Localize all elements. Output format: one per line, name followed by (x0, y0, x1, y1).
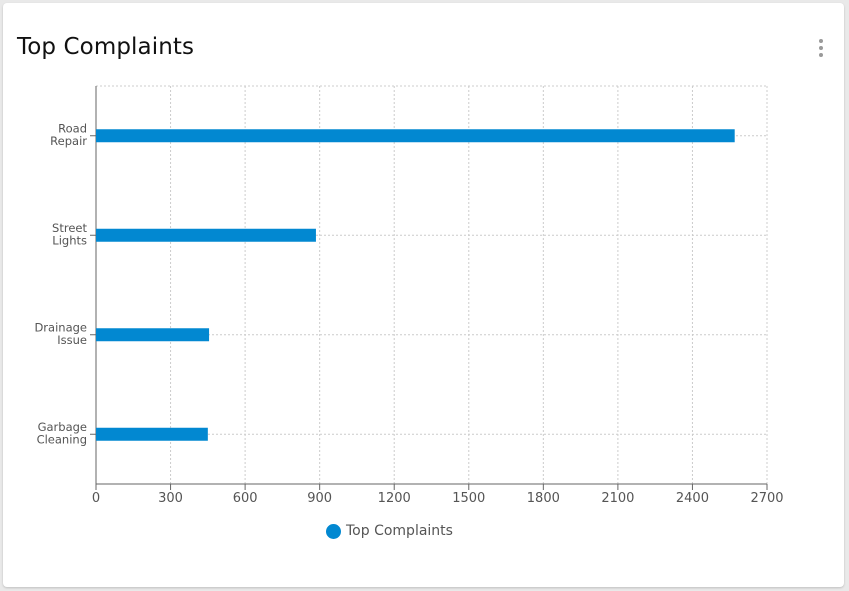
y-tick-label: Repair (50, 134, 87, 148)
x-tick-label: 600 (233, 491, 258, 506)
y-tick-label: Road (58, 122, 87, 136)
legend-label: Top Complaints (346, 523, 453, 539)
x-tick-label: 2400 (676, 491, 709, 506)
x-tick-label: 2700 (750, 491, 783, 506)
bar (96, 228, 316, 242)
bar (96, 427, 208, 441)
bar (96, 129, 735, 143)
more-vertical-icon[interactable] (814, 36, 828, 62)
y-tick-label: Cleaning (37, 433, 87, 447)
card-title: Top Complaints (17, 34, 195, 60)
y-tick-label: Drainage (34, 321, 87, 335)
menu-dot (819, 46, 823, 50)
y-tick-label: Garbage (38, 420, 87, 434)
menu-dot (819, 53, 823, 57)
y-tick-label: Issue (57, 333, 87, 347)
x-tick-label: 0 (92, 491, 100, 506)
x-tick-label: 2100 (601, 491, 634, 506)
x-tick-label: 900 (307, 491, 332, 506)
chart-card (3, 3, 844, 587)
legend-swatch (326, 523, 341, 539)
x-tick-label: 300 (158, 491, 183, 506)
x-tick-label: 1200 (378, 491, 411, 506)
y-tick-label: Lights (52, 234, 87, 248)
bar (96, 328, 210, 342)
x-tick-label: 1800 (527, 491, 560, 506)
menu-dot (819, 39, 823, 43)
legend-item[interactable]: Top Complaints (326, 521, 453, 541)
y-tick-label: Street (52, 221, 87, 235)
x-tick-label: 1500 (452, 491, 485, 506)
